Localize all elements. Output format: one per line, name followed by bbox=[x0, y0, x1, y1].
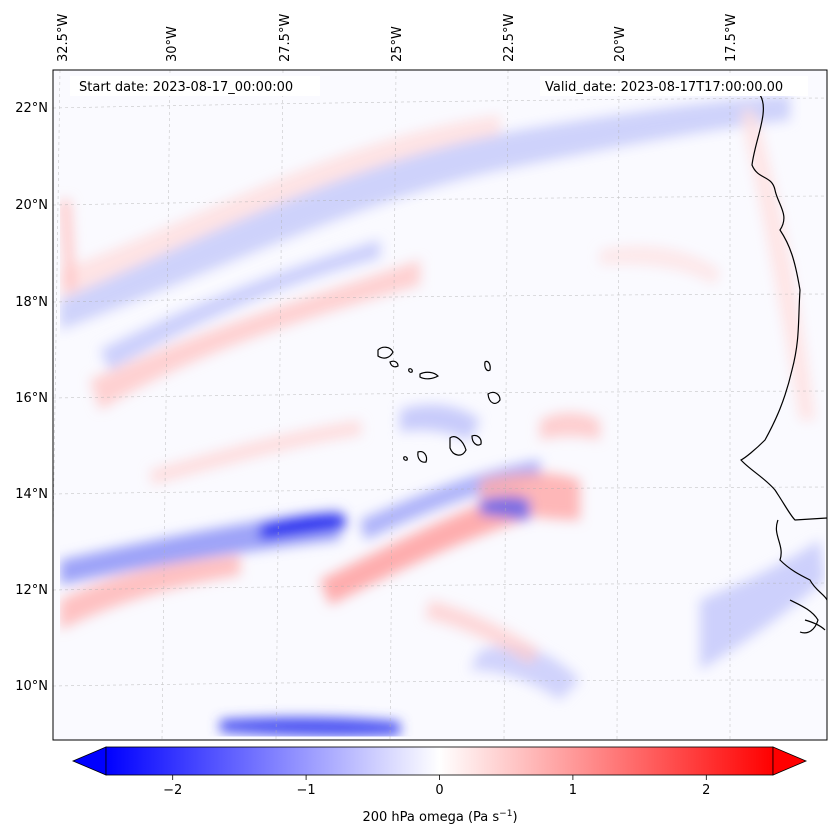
colorbar-tick-label: 1 bbox=[569, 783, 577, 798]
lat-label: 20°N bbox=[15, 198, 48, 213]
lat-label: 22°N bbox=[15, 101, 48, 116]
colorbar-label-end: ) bbox=[512, 810, 517, 825]
valid-date-label: Valid_date: 2023-08-17T17:00:00.00 bbox=[545, 80, 783, 95]
colorbar-label: 200 hPa omega (Pa s−1) bbox=[362, 809, 517, 825]
lat-label: 14°N bbox=[15, 487, 48, 502]
lon-label: 25°W bbox=[390, 26, 405, 62]
lon-label: 20°W bbox=[613, 26, 628, 62]
valid-date-box bbox=[540, 76, 808, 96]
colorbar-label-sup: −1 bbox=[499, 809, 512, 819]
latitude-labels: 22°N 20°N 18°N 16°N 14°N 12°N 10°N bbox=[15, 101, 48, 694]
start-date-box bbox=[70, 76, 320, 96]
lon-label: 22.5°W bbox=[502, 14, 517, 62]
omega-field bbox=[53, 70, 827, 740]
colorbar-high-extend bbox=[772, 746, 808, 776]
colorbar: −2 −1 0 1 2 200 hPa omega (Pa s−1) bbox=[71, 746, 808, 825]
coastline bbox=[377, 94, 827, 634]
lat-label: 16°N bbox=[15, 391, 48, 406]
colorbar-body bbox=[105, 746, 774, 776]
longitude-labels: 32.5°W 30°W 27.5°W 25°W 22.5°W 20°W 17.5… bbox=[56, 14, 739, 62]
lon-label: 30°W bbox=[165, 26, 180, 62]
colorbar-tick-label: −2 bbox=[163, 783, 182, 798]
colorbar-label-text: 200 hPa omega (Pa s bbox=[362, 810, 499, 825]
lat-label: 10°N bbox=[15, 679, 48, 694]
colorbar-tick-label: 2 bbox=[702, 783, 710, 798]
colorbar-tick-label: 0 bbox=[435, 783, 443, 798]
lon-label: 32.5°W bbox=[56, 14, 71, 62]
colorbar-tick-label: −1 bbox=[297, 783, 316, 798]
lat-label: 18°N bbox=[15, 295, 48, 310]
start-date-label: Start date: 2023-08-17_00:00:00 bbox=[79, 80, 293, 95]
map-panel: Start date: 2023-08-17_00:00:00 Valid_da… bbox=[52, 69, 828, 741]
colorbar-low-extend bbox=[71, 746, 107, 776]
gridlines bbox=[53, 70, 827, 740]
colorbar-ticks: −2 −1 0 1 2 bbox=[163, 775, 710, 798]
lon-label: 27.5°W bbox=[278, 14, 293, 62]
lon-label: 17.5°W bbox=[724, 14, 739, 62]
lat-label: 12°N bbox=[15, 583, 48, 598]
